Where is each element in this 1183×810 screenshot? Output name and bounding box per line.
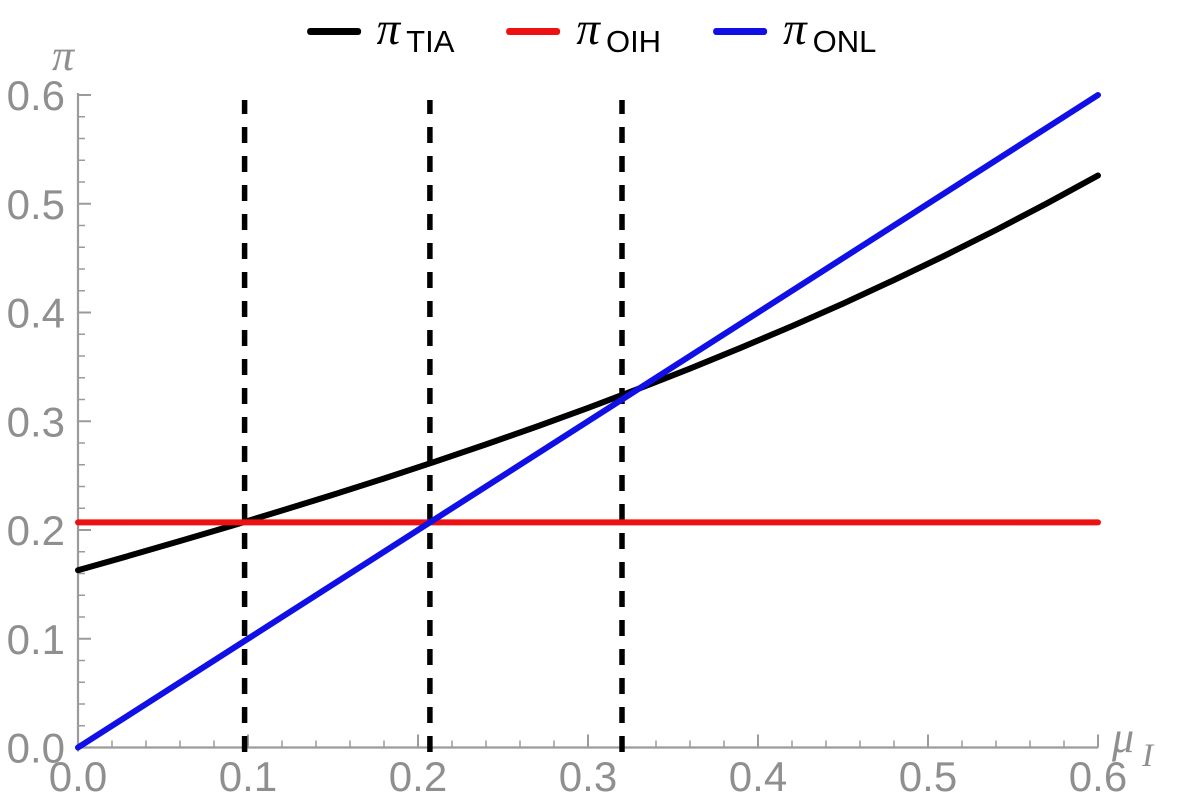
x-tick-label: 0.2	[389, 753, 447, 800]
x-tick-label: 0.3	[559, 753, 617, 800]
pi-onl-line	[75, 92, 1101, 751]
legend-subscript-tia: TIA	[406, 24, 455, 59]
legend-symbol-pi: π	[783, 3, 807, 55]
legend-item-onl: π ONL	[713, 3, 877, 60]
y-tick-label: 0.5	[7, 181, 65, 228]
x-tick-label: 0.5	[899, 753, 957, 800]
legend-item-oih: π OIH	[506, 3, 662, 60]
y-tick-label: 0.1	[7, 616, 65, 663]
x-tick-label: 0.4	[729, 753, 787, 800]
y-tick-label: 0.3	[7, 398, 65, 445]
x-axis-label-subscript: I	[1141, 738, 1155, 774]
x-tick-label: 0.0	[49, 753, 107, 800]
legend: π TIA π OIH π ONL	[306, 3, 877, 60]
pi-tia-curve	[75, 172, 1101, 574]
y-tick-label: 0.2	[7, 507, 65, 554]
legend-line-swatch-black	[306, 28, 361, 35]
y-tick-label: 0.0	[7, 725, 65, 772]
legend-item-tia: π TIA	[306, 3, 455, 60]
legend-subscript-oih: OIH	[605, 24, 662, 59]
legend-subscript-onl: ONL	[812, 24, 877, 59]
y-tick-label: 0.6	[7, 72, 65, 119]
y-axis-label-pi: π	[52, 31, 76, 80]
y-tick-label: 0.4	[7, 290, 65, 337]
legend-line-swatch-red	[506, 28, 561, 35]
legend-symbol-pi: π	[576, 3, 600, 55]
legend-symbol-pi: π	[376, 3, 401, 55]
legend-line-swatch-blue	[713, 28, 768, 35]
x-tick-label: 0.6	[1069, 753, 1127, 800]
x-tick-label: 0.1	[219, 753, 277, 800]
